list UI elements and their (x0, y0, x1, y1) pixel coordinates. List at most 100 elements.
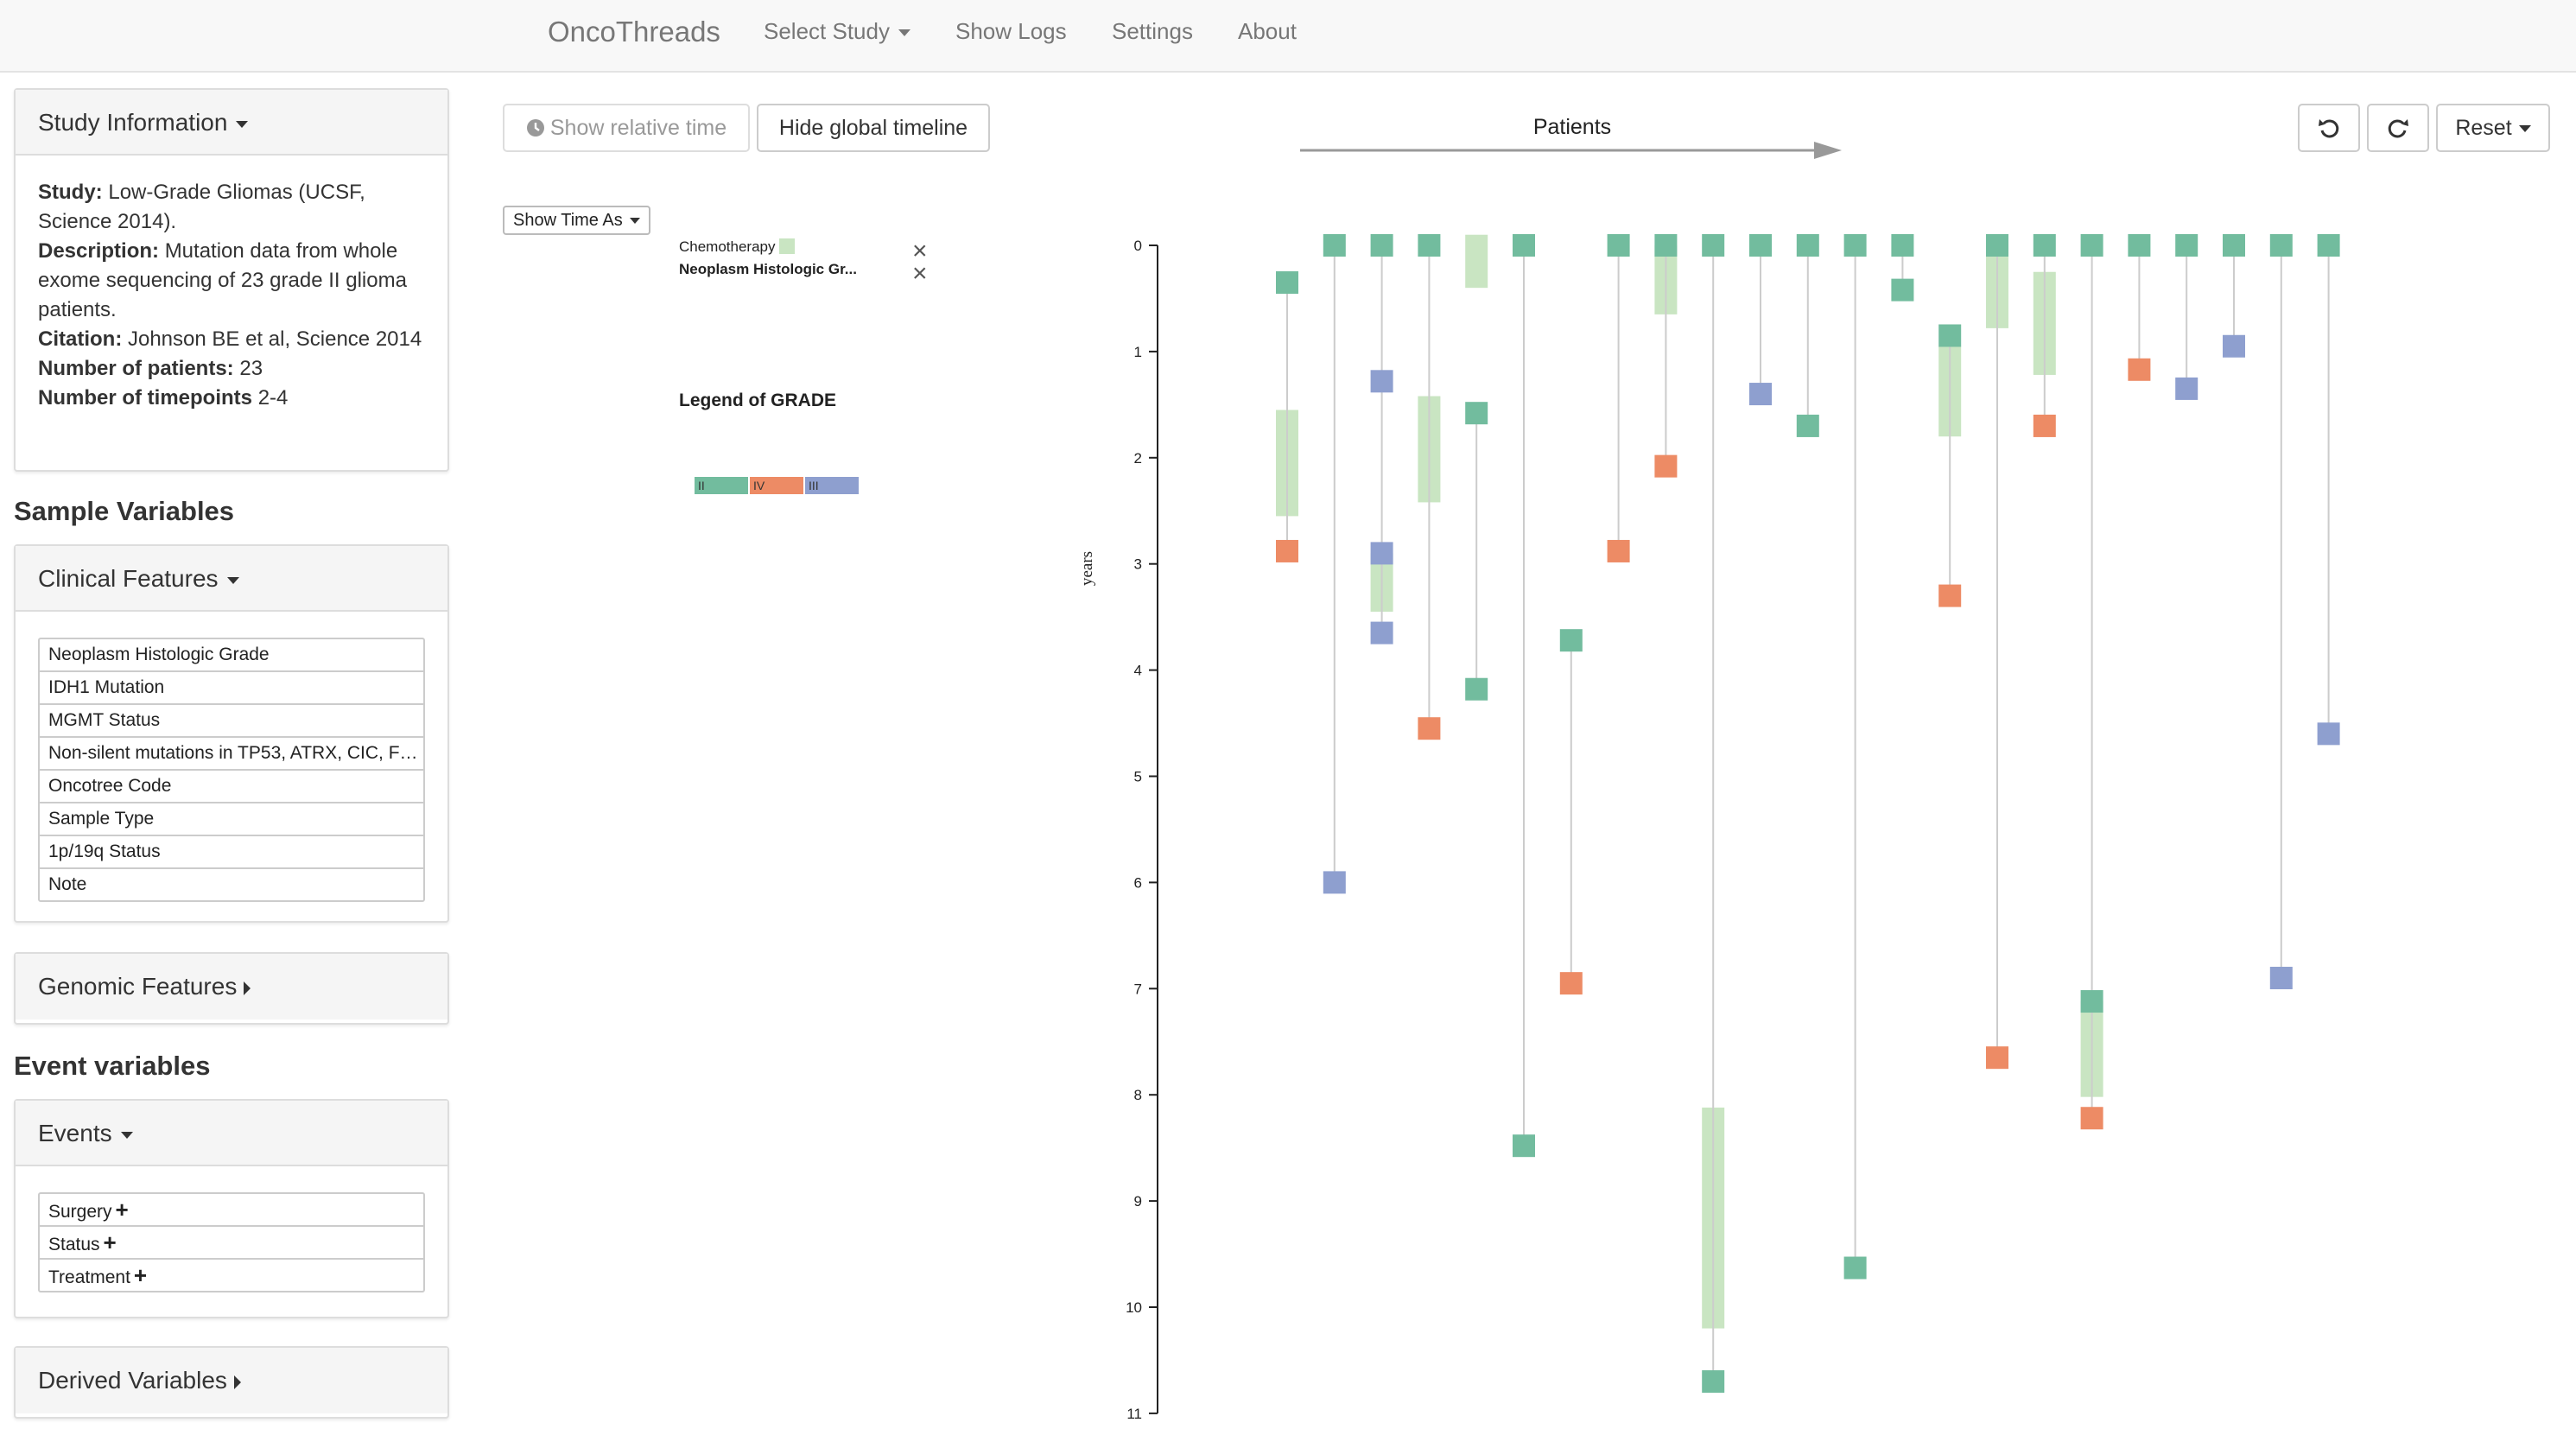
sample-marker[interactable] (2175, 377, 2198, 400)
clinical-features-panel: Clinical Features Neoplasm Histologic Gr… (14, 544, 449, 923)
sample-marker[interactable] (2317, 722, 2340, 746)
citation-value: Johnson BE et al, Science 2014 (127, 327, 422, 351)
variable-item[interactable]: 1p/19q Status (40, 836, 423, 869)
grade-legend-item: IV (750, 477, 803, 494)
caret-down-icon (236, 120, 249, 128)
study-information-toggle[interactable]: Study Information (16, 90, 447, 156)
sample-marker[interactable] (1513, 1134, 1535, 1158)
sample-marker[interactable] (2033, 234, 2056, 257)
app-brand[interactable]: OncoThreads (548, 16, 720, 48)
sample-marker[interactable] (2128, 358, 2151, 381)
derived-variables-toggle[interactable]: Derived Variables (16, 1348, 447, 1413)
caret-down-icon (2518, 125, 2531, 133)
hide-global-timeline-button[interactable]: Hide global timeline (757, 104, 990, 152)
sample-marker[interactable] (1418, 234, 1441, 257)
sample-marker[interactable] (2317, 234, 2340, 257)
sample-marker[interactable] (1843, 234, 1867, 257)
study-information-panel: Study Information Study: Low-Grade Gliom… (14, 88, 449, 472)
sample-marker[interactable] (1891, 278, 1914, 302)
sample-marker[interactable] (1843, 1256, 1867, 1280)
sample-marker[interactable] (2223, 234, 2245, 257)
caret-down-icon (120, 1131, 133, 1139)
sample-marker[interactable] (1323, 234, 1346, 257)
sample-marker[interactable] (1418, 717, 1441, 740)
genomic-features-toggle[interactable]: Genomic Features (16, 954, 447, 1019)
variable-item[interactable]: Sample Type (40, 803, 423, 836)
sample-marker[interactable] (1986, 234, 2008, 257)
events-body: Surgery + Status + Treatment + (16, 1166, 447, 1318)
sample-marker[interactable] (2080, 990, 2103, 1013)
sample-marker[interactable] (1986, 1046, 2008, 1070)
sample-marker[interactable] (1654, 234, 1678, 257)
variable-item[interactable]: Oncotree Code (40, 771, 423, 803)
genomic-features-panel: Genomic Features (14, 952, 449, 1025)
sample-marker[interactable] (2128, 234, 2151, 257)
sample-marker[interactable] (1513, 234, 1535, 257)
close-icon[interactable]: × (912, 259, 928, 288)
sample-marker[interactable] (1654, 454, 1678, 478)
nav-show-logs[interactable]: Show Logs (955, 18, 1067, 44)
redo-icon (2388, 119, 2408, 138)
sample-marker[interactable] (1891, 234, 1914, 257)
sample-marker[interactable] (1796, 414, 1819, 437)
sample-marker[interactable] (2175, 234, 2198, 257)
sample-marker[interactable] (1559, 629, 1583, 652)
clinical-features-toggle[interactable]: Clinical Features (16, 546, 447, 612)
sample-marker[interactable] (1702, 234, 1725, 257)
sample-marker[interactable] (1323, 871, 1346, 894)
show-relative-time-button[interactable]: Show relative time (503, 104, 750, 152)
sample-marker[interactable] (1702, 1370, 1725, 1394)
chemotherapy-bar[interactable] (1465, 234, 1488, 289)
variable-item[interactable]: Neoplasm Histologic Grade (40, 639, 423, 672)
events-panel: Events Surgery + Status + Treatment + (14, 1099, 449, 1318)
sample-marker[interactable] (1938, 324, 1962, 347)
sample-marker[interactable] (1559, 972, 1583, 995)
sample-marker[interactable] (1796, 234, 1819, 257)
patients-label: Number of patients: (38, 357, 234, 380)
variable-item[interactable]: MGMT Status (40, 705, 423, 738)
sample-marker[interactable] (1276, 539, 1298, 562)
variable-item[interactable]: IDH1 Mutation (40, 672, 423, 705)
sample-marker[interactable] (1607, 539, 1630, 562)
sample-marker[interactable] (2269, 234, 2293, 257)
grade-legend-title: Legend of GRADE (679, 391, 836, 410)
undo-button[interactable] (2298, 104, 2360, 152)
close-icon[interactable]: × (912, 237, 928, 265)
sample-marker[interactable] (1370, 234, 1393, 257)
sample-marker[interactable] (1370, 621, 1393, 645)
sample-marker[interactable] (2269, 967, 2293, 990)
sample-marker[interactable] (1749, 234, 1772, 257)
sample-marker[interactable] (1276, 271, 1298, 295)
sample-marker[interactable] (2080, 234, 2103, 257)
sample-marker[interactable] (1749, 383, 1772, 406)
sample-marker[interactable] (1607, 234, 1630, 257)
reset-dropdown[interactable]: Reset (2436, 104, 2550, 152)
event-item-surgery[interactable]: Surgery + (40, 1194, 423, 1227)
sample-marker[interactable] (1938, 584, 1962, 607)
sample-marker[interactable] (2080, 1107, 2103, 1130)
sample-marker[interactable] (1370, 370, 1393, 393)
clinical-features-heading: Clinical Features (38, 565, 219, 592)
variable-item[interactable]: Non-silent mutations in TP53, ATRX, CIC,… (40, 738, 423, 771)
show-time-as-select[interactable]: Show Time As (503, 206, 650, 235)
sample-marker[interactable] (2033, 414, 2056, 437)
sample-marker[interactable] (1370, 542, 1393, 565)
genomic-features-heading: Genomic Features (38, 973, 238, 1000)
redo-button[interactable] (2367, 104, 2429, 152)
caret-down-icon (226, 576, 239, 584)
events-toggle[interactable]: Events (16, 1101, 447, 1166)
sample-marker[interactable] (1465, 402, 1488, 425)
nav-settings[interactable]: Settings (1112, 18, 1193, 44)
sample-marker[interactable] (1465, 677, 1488, 701)
sample-marker[interactable] (2223, 334, 2245, 358)
nav-about[interactable]: About (1238, 18, 1297, 44)
legend-grade-row[interactable]: Neoplasm Histologic Gr... (679, 261, 857, 277)
y-tick-label: 3 (1134, 556, 1142, 573)
event-item-status[interactable]: Status + (40, 1227, 423, 1260)
events-list: Surgery + Status + Treatment + (38, 1192, 425, 1292)
nav-select-study[interactable]: Select Study (764, 18, 910, 45)
legend-chemotherapy[interactable]: Chemotherapy (679, 238, 795, 256)
study-information-body: Study: Low-Grade Gliomas (UCSF, Science … (16, 156, 447, 435)
y-tick-label: 4 (1134, 663, 1142, 679)
